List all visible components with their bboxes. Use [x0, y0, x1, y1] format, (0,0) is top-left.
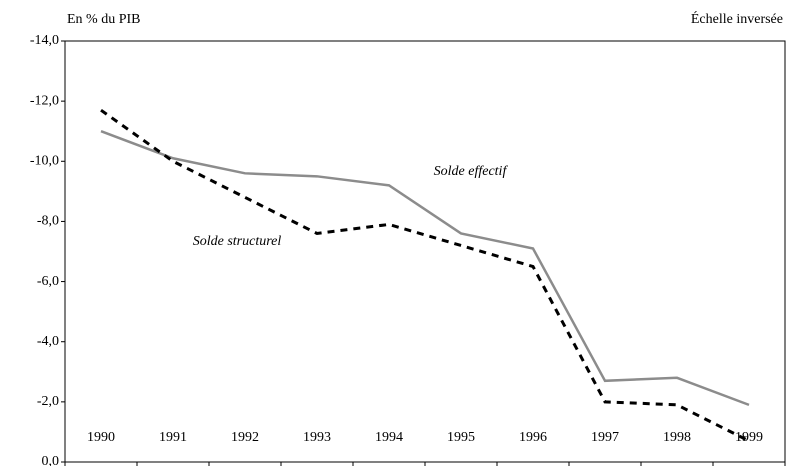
x-tick-label: 1997	[591, 430, 619, 445]
y-tick-label: -12,0	[30, 93, 59, 108]
x-tick-label: 1993	[303, 430, 331, 445]
y-axis-label: En % du PIB	[67, 12, 141, 27]
series-label: Solde effectif	[434, 164, 509, 179]
x-tick-label: 1991	[159, 430, 187, 445]
x-tick-label: 1990	[87, 430, 115, 445]
y-tick-label: 0,0	[42, 454, 60, 466]
x-tick-label: 1999	[735, 430, 763, 445]
y-tick-label: -2,0	[37, 394, 59, 409]
y-tick-label: -10,0	[30, 154, 59, 169]
series-line	[100, 130, 750, 407]
y-tick-label: -6,0	[37, 274, 59, 289]
x-tick-label: 1998	[663, 430, 691, 445]
y-tick-label: -14,0	[30, 33, 59, 48]
x-tick-label: 1992	[231, 430, 259, 445]
x-tick-label: 1995	[447, 430, 475, 445]
x-tick-label: 1996	[519, 430, 547, 445]
scale-note: Échelle inversée	[691, 10, 783, 27]
x-tick-label: 1994	[375, 430, 403, 445]
plot-frame	[64, 40, 786, 463]
y-tick-label: -4,0	[37, 334, 59, 349]
y-tick-label: -8,0	[37, 214, 59, 229]
series-line	[100, 108, 750, 443]
series-label: Solde structurel	[193, 234, 282, 249]
